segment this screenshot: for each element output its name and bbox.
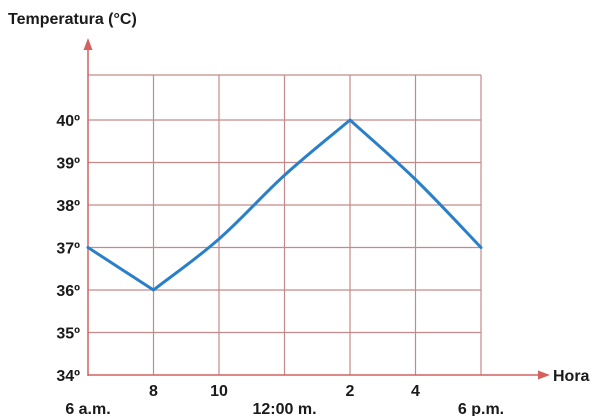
x-tick-label-period: 12:00 m.: [252, 401, 316, 416]
y-tick-label: 37º: [56, 241, 80, 258]
grid: [88, 74, 482, 375]
y-tick-label: 35º: [56, 326, 80, 343]
x-axis-arrow-icon: [538, 370, 550, 380]
y-tick-label: 34º: [56, 368, 80, 385]
x-tick-label-period: 6 p.m.: [458, 401, 504, 416]
x-tick-label: 8: [149, 383, 158, 400]
x-tick-labels: 8 10 2 4 6 a.m. 12:00 m. 6 p.m.: [65, 383, 504, 416]
x-tick-label: 2: [346, 383, 355, 400]
axes: [83, 38, 550, 380]
x-axis-title: Hora: [553, 368, 590, 385]
y-tick-label: 36º: [56, 283, 80, 300]
y-tick-label: 40º: [56, 113, 80, 130]
x-tick-label-period: 6 a.m.: [65, 401, 110, 416]
y-axis-title: Temperatura (°C): [8, 11, 137, 28]
y-tick-label: 38º: [56, 198, 80, 215]
y-tick-labels: 34º 35º 36º 37º 38º 39º 40º: [56, 113, 80, 385]
x-tick-label: 4: [411, 383, 420, 400]
y-tick-label: 39º: [56, 156, 80, 173]
x-tick-label: 10: [210, 383, 228, 400]
y-axis-arrow-icon: [83, 38, 93, 50]
series: [86, 118, 483, 292]
